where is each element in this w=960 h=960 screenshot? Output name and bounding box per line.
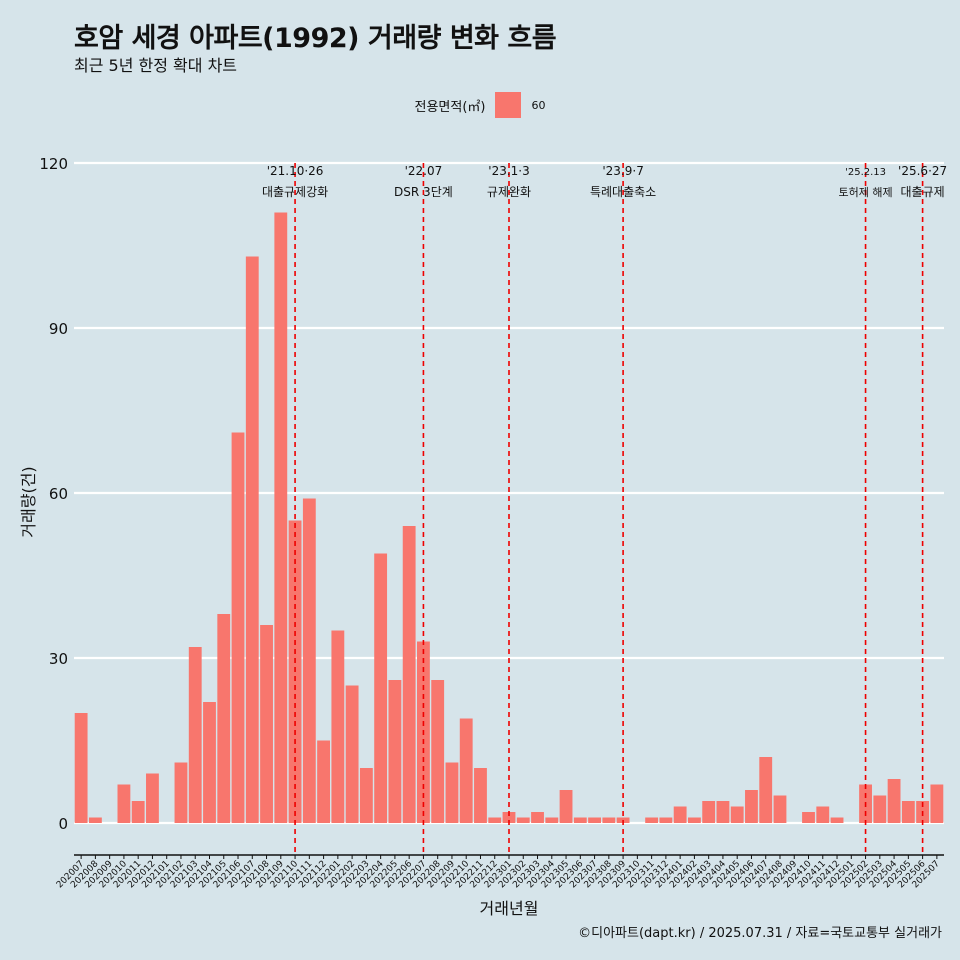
bars <box>74 212 944 823</box>
bar-202102 <box>174 762 188 823</box>
bar-202104 <box>203 702 216 823</box>
bar-202111 <box>302 498 316 823</box>
bar-202107 <box>245 256 259 823</box>
bar-202206 <box>402 526 416 823</box>
annotation-text: 대출규제강화 <box>262 185 328 199</box>
annotation-text: 대출규제 <box>901 185 945 199</box>
bar-202105 <box>217 614 231 823</box>
bar-202402 <box>687 817 701 823</box>
annotations: '21.10·26 대출규제강화 '22.07 DSR 3단계 '23.1·3 규제완화 '… <box>262 163 947 855</box>
bar-202410 <box>802 812 815 823</box>
bar-202007 <box>74 713 88 823</box>
bar-202405 <box>730 806 744 823</box>
x-axis-title: 거래년월 <box>480 899 539 918</box>
annotation-date: '25.6·27 <box>898 164 947 178</box>
bar-202202 <box>345 685 359 823</box>
bar-202301 <box>502 812 516 823</box>
annotation-date: '23.9·7 <box>602 164 643 178</box>
bar-202404 <box>716 801 730 823</box>
bar-202204 <box>374 553 388 823</box>
y-tick-label: 120 <box>39 155 68 173</box>
bar-202011 <box>131 801 145 823</box>
bar-202504 <box>887 779 901 823</box>
legend-title: 전용면적(㎡) <box>414 99 486 115</box>
chart-title: 호암 세경 아파트(1992) 거래량 변화 흐름 <box>74 23 557 54</box>
annotation-text: 규제완화 <box>487 185 531 199</box>
bar-202212 <box>488 817 502 823</box>
annotation-date: '23.1·3 <box>488 164 529 178</box>
bar-202408 <box>773 795 787 823</box>
bar-202201 <box>331 630 345 823</box>
bar-202209 <box>445 762 459 823</box>
bar-202302 <box>516 817 530 823</box>
bar-202307 <box>588 817 601 823</box>
annotation-text: 특례대출축소 <box>590 185 656 199</box>
bar-202412 <box>830 817 844 823</box>
bar-202109 <box>274 212 288 823</box>
annotation-text: 토허제 해제 <box>839 185 893 199</box>
y-tick-label: 60 <box>49 485 68 503</box>
bar-202012 <box>146 773 159 823</box>
legend-key-swatch <box>495 92 522 118</box>
legend: 전용면적(㎡) 60 <box>0 92 960 118</box>
bar-202210 <box>459 718 473 823</box>
y-tick-label: 90 <box>49 320 68 338</box>
annotation-date: '21.10·26 <box>267 164 324 178</box>
bar-202505 <box>901 801 915 823</box>
legend-item-label: 60 <box>531 98 546 112</box>
bar-202211 <box>474 768 487 823</box>
bar-202108 <box>260 625 273 823</box>
chart-subtitle: 최근 5년 한정 확대 차트 <box>74 56 238 75</box>
annotation-text: DSR 3단계 <box>394 185 453 199</box>
y-axis-title: 거래량(건) <box>19 466 38 537</box>
bar-202106 <box>231 432 245 823</box>
bar-202503 <box>873 795 887 823</box>
bar-202411 <box>816 806 830 823</box>
bar-202305 <box>559 790 573 823</box>
bar-202304 <box>545 817 559 823</box>
bar-202312 <box>659 817 673 823</box>
bar-202406 <box>745 790 758 823</box>
bar-202205 <box>388 680 402 823</box>
bar-202308 <box>602 817 616 823</box>
bar-202303 <box>531 812 544 823</box>
bar-202507 <box>930 784 944 823</box>
bar-202112 <box>317 740 331 823</box>
bar-202208 <box>431 680 445 823</box>
bar-202103 <box>188 647 202 823</box>
source-caption: ©디아파트(dapt.kr) / 2025.07.31 / 자료=국토교통부 실… <box>578 926 942 941</box>
bar-202306 <box>573 817 587 823</box>
bar-202401 <box>673 806 687 823</box>
bar-202010 <box>117 784 131 823</box>
bar-202311 <box>645 817 659 823</box>
y-tick-label: 0 <box>58 815 68 833</box>
y-tick-label: 30 <box>49 650 68 668</box>
annotation-date: '22.07 <box>405 164 443 178</box>
bar-202403 <box>702 801 716 823</box>
bar-202407 <box>759 757 773 823</box>
bar-202008 <box>88 817 102 823</box>
bar-202203 <box>359 768 373 823</box>
annotation-date: '25.2.13 <box>845 167 886 178</box>
